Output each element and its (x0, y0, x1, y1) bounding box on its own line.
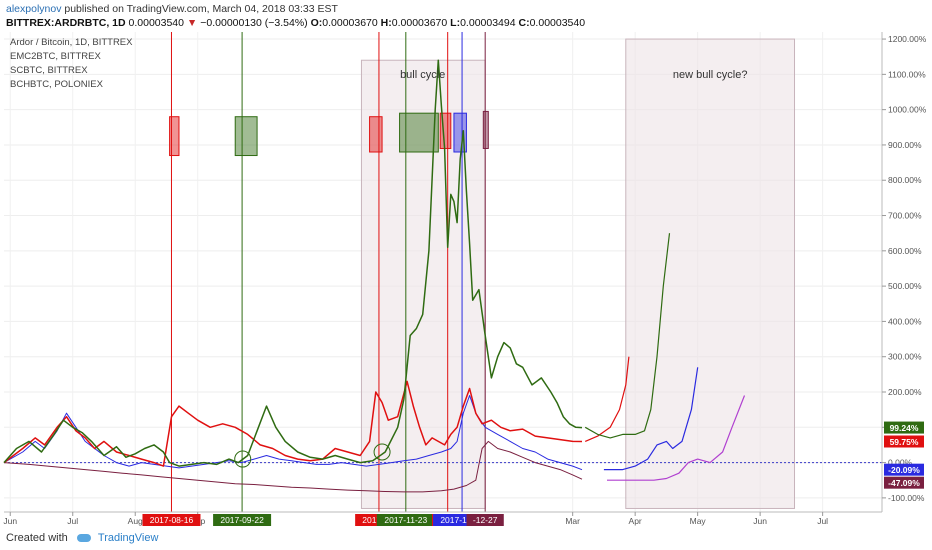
date-tag-label-3: 2017-11-23 (384, 515, 427, 525)
marker-box-4 (439, 112, 452, 149)
annotation-new-bull-cycle: new bull cycle? (673, 69, 748, 81)
x-tick-label-5: Apr (629, 516, 642, 526)
y-tick-label-0: -100.00% (888, 493, 925, 503)
series-line-2 (3, 395, 583, 471)
x-tick-label-7: Jun (753, 516, 767, 526)
projection-line-2 (603, 367, 699, 471)
projection-line-3 (607, 395, 746, 481)
date-tag-bg-6 (466, 514, 504, 526)
projection-lines (584, 233, 746, 481)
low-value: 0.00003494 (460, 17, 516, 29)
marker-box-0 (169, 116, 180, 157)
publish-text: published on TradingView.com, March 04, … (64, 3, 338, 15)
last-price: 0.00003540 (128, 17, 184, 29)
y-tick-label-3: 200.00% (888, 387, 922, 397)
down-arrow-icon: ▼ (186, 17, 198, 29)
shaded-region-1 (625, 38, 796, 509)
date-tag-label-1: 2017-09-22 (220, 515, 264, 525)
footer: Created with TradingView (6, 532, 158, 544)
marker-box-6 (482, 110, 489, 149)
y-tick-label-13: 1200.00% (888, 34, 927, 44)
symbol-name: BITTREX:ARDRBTC, 1D (6, 17, 126, 29)
tradingview-logo-text[interactable]: TradingView (97, 532, 159, 544)
y-tick-label-4: 300.00% (888, 352, 922, 362)
y-tick-label-1: 0.00% (888, 458, 913, 468)
last-value-badges: 99.24% 59.75% -20.09% -47.09% (884, 421, 924, 489)
price-scale[interactable]: -100.00%0.00%100.00%200.00%300.00%400.00… (881, 32, 927, 512)
author-name[interactable]: alexpolynov (6, 3, 62, 15)
chart-legend: Ardor / Bitcoin, 1D, BITTREX EMC2BTC, BIT… (10, 37, 133, 90)
date-tag-label-5: 2017-12-16 (440, 515, 484, 525)
x-tick-label-4: Mar (565, 516, 580, 526)
highlight-circle-0 (234, 450, 252, 468)
annotation-bull-cycle: bull cycle (400, 69, 445, 81)
badge-label-3: -47.09% (888, 478, 920, 488)
marker-box-2 (369, 116, 383, 153)
high-value: 0.00003670 (391, 17, 448, 29)
badge-bg-2 (884, 463, 924, 476)
low-label: L: (450, 17, 461, 29)
series-lines (3, 59, 583, 493)
series-line-3 (3, 440, 583, 493)
y-tick-label-8: 700.00% (888, 211, 922, 221)
y-tick-label-5: 400.00% (888, 316, 922, 326)
y-tick-label-10: 900.00% (888, 140, 922, 150)
y-tick-label-12: 1100.00% (888, 69, 926, 79)
date-tags: 2017-08-162017-09-222017-11-2017-11-2320… (142, 514, 504, 526)
marker-box-3 (399, 112, 439, 153)
close-label: C: (518, 17, 530, 29)
series-line-1 (3, 380, 583, 467)
legend-entry-0: Ardor / Bitcoin, 1D, BITTREX (10, 37, 133, 48)
x-tick-label-0: Jun (3, 516, 17, 526)
x-tick-label-6: May (690, 516, 707, 526)
projection-line-1 (584, 233, 671, 439)
close-value: 0.00003540 (529, 17, 586, 29)
badge-bg-3 (884, 476, 924, 489)
publish-info: alexpolynov published on TradingView.com… (6, 3, 338, 15)
price-change: −0.00000130 (−3.54%) (200, 17, 308, 29)
badge-bg-0 (884, 421, 924, 434)
date-tag-bg-3 (376, 514, 435, 526)
y-tick-label-6: 500.00% (888, 281, 922, 291)
annotations: bull cycle new bull cycle? (234, 69, 748, 468)
y-tick-label-11: 1000.00% (888, 105, 927, 115)
x-tick-label-8: Jul (817, 516, 828, 526)
y-tick-label-7: 600.00% (888, 246, 922, 256)
x-tick-label-2: Aug (128, 516, 143, 526)
legend-entry-1: EMC2BTC, BITTREX (10, 51, 101, 62)
created-with-text: Created with (6, 532, 68, 544)
date-tag-bg-0 (142, 514, 201, 526)
date-tag-bg-1 (213, 514, 272, 526)
legend-entry-3: BCHBTC, POLONIEX (10, 79, 104, 90)
tradingview-cloud-icon (76, 534, 91, 543)
series-line-0 (3, 59, 583, 467)
badge-label-2: -20.09% (888, 465, 920, 475)
date-tag-label-6: -12-27 (473, 515, 498, 525)
badge-label-0: 99.24% (890, 423, 919, 433)
highlight-circle-1 (373, 443, 391, 461)
open-label: O: (310, 17, 323, 29)
projection-line-0 (584, 356, 630, 442)
y-tick-label-9: 800.00% (888, 175, 922, 185)
date-tag-label-0: 2017-08-16 (150, 515, 194, 525)
x-tick-label-1: Jul (67, 516, 78, 526)
symbol-info: BITTREX:ARDRBTC, 1D 0.00003540 ▼ −0.0000… (6, 17, 585, 29)
chart-canvas[interactable]: bull cycle new bull cycle? Ardor / Bitcoi… (0, 30, 932, 528)
marker-box-1 (234, 116, 258, 157)
badge-label-1: 59.75% (890, 437, 919, 447)
legend-entry-2: SCBTC, BITTREX (10, 65, 88, 76)
high-label: H: (380, 17, 392, 29)
open-value: 0.00003670 (322, 17, 378, 29)
badge-bg-1 (884, 435, 924, 448)
marker-boxes (169, 110, 489, 157)
